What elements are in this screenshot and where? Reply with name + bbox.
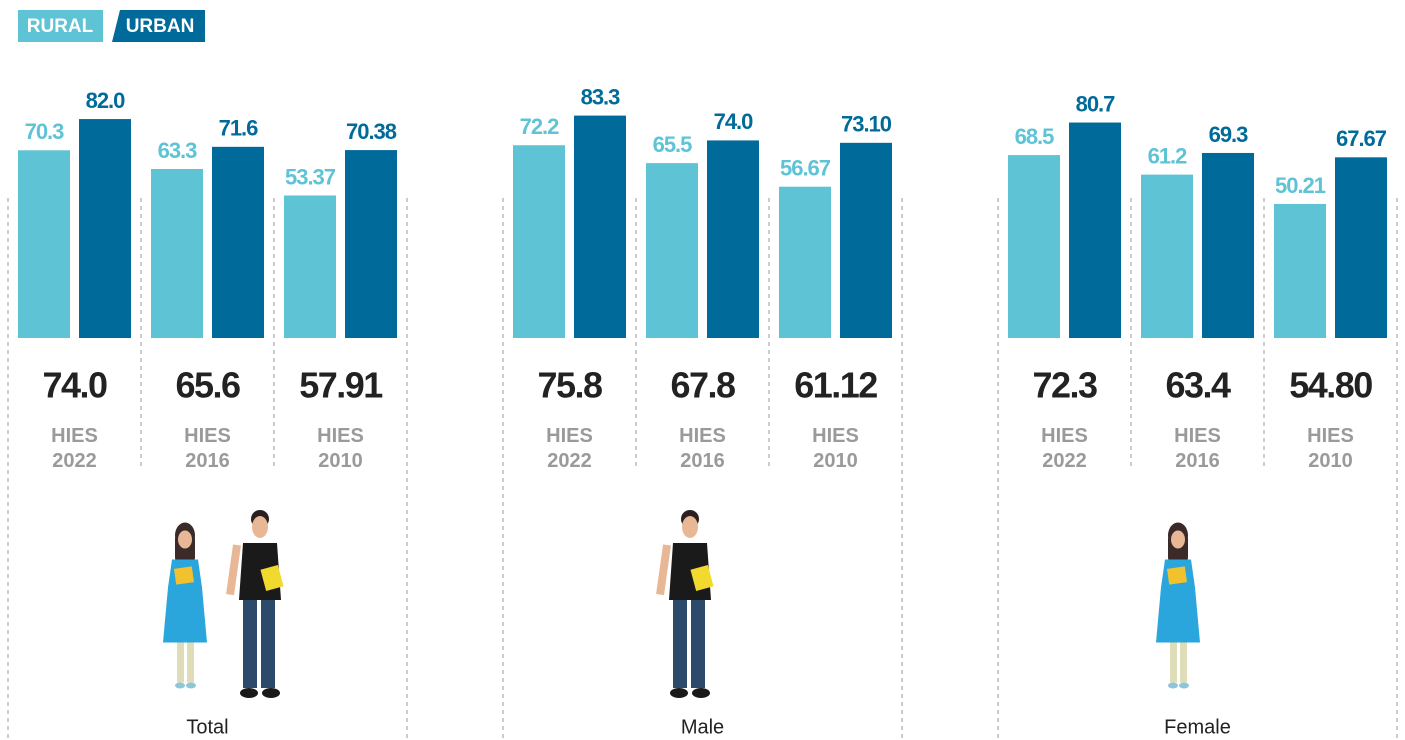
value-label: 67.67 [1336, 126, 1387, 151]
bar [1274, 203, 1326, 338]
legend-label: URBAN [126, 16, 195, 37]
legend-swatch [112, 10, 205, 42]
value-label: 61.2 [1148, 143, 1188, 168]
panel-title: Female [1164, 716, 1231, 738]
overall-value: 74.0 [42, 365, 107, 406]
overall-value: 75.8 [537, 365, 602, 406]
bar [1069, 122, 1121, 338]
bar [18, 150, 70, 338]
value-label: 53.37 [285, 164, 336, 189]
bar [1141, 174, 1193, 338]
overall-value: 67.8 [670, 365, 735, 406]
value-label: 73.10 [841, 112, 892, 137]
overall-value: 72.3 [1032, 365, 1097, 406]
overall-value: 54.80 [1289, 365, 1372, 406]
value-label: 70.38 [346, 119, 397, 144]
legend-label: RURAL [27, 16, 94, 37]
bar [1335, 157, 1387, 338]
bar [840, 142, 892, 338]
value-label: 65.5 [653, 132, 693, 157]
value-label: 83.3 [581, 84, 621, 109]
category-label: HIES 2022 [546, 425, 593, 472]
bar [1202, 152, 1254, 338]
bar [212, 146, 264, 338]
value-label: 63.3 [158, 138, 198, 163]
category-label: HIES 2022 [1041, 425, 1088, 472]
bar [707, 140, 759, 338]
bar [1008, 155, 1060, 338]
bar [646, 163, 698, 338]
value-label: 82.0 [86, 88, 126, 113]
panel-title: Total [186, 716, 228, 738]
category-label: HIES 2016 [184, 425, 231, 472]
category-label: HIES 2010 [1307, 425, 1354, 472]
category-label: HIES 2010 [317, 425, 364, 472]
bar [79, 119, 131, 338]
value-label: 70.3 [25, 119, 65, 144]
category-label: HIES 2016 [1174, 425, 1221, 472]
panel-title: Male [681, 716, 724, 738]
bar [513, 145, 565, 338]
bar [151, 168, 203, 338]
bar [779, 186, 831, 338]
legend-swatch [18, 10, 103, 42]
value-label: 74.0 [714, 109, 754, 134]
bar [345, 150, 397, 338]
illustration [1156, 522, 1200, 689]
overall-value: 63.4 [1165, 365, 1231, 406]
category-label: HIES 2016 [679, 425, 726, 472]
category-label: HIES 2010 [812, 425, 859, 472]
illustration [656, 510, 714, 698]
value-label: 71.6 [219, 116, 259, 141]
bar [284, 195, 336, 338]
overall-value: 57.91 [299, 365, 383, 406]
value-label: 69.3 [1209, 122, 1249, 147]
value-label: 56.67 [780, 156, 831, 181]
overall-value: 65.6 [175, 365, 240, 406]
overall-value: 61.12 [794, 365, 877, 406]
value-label: 80.7 [1076, 91, 1116, 116]
value-label: 68.5 [1015, 124, 1055, 149]
value-label: 72.2 [520, 114, 560, 139]
bar [574, 115, 626, 339]
illustration [163, 522, 207, 689]
value-label: 50.21 [1275, 173, 1326, 198]
illustration [226, 510, 284, 698]
category-label: HIES 2022 [51, 425, 98, 472]
